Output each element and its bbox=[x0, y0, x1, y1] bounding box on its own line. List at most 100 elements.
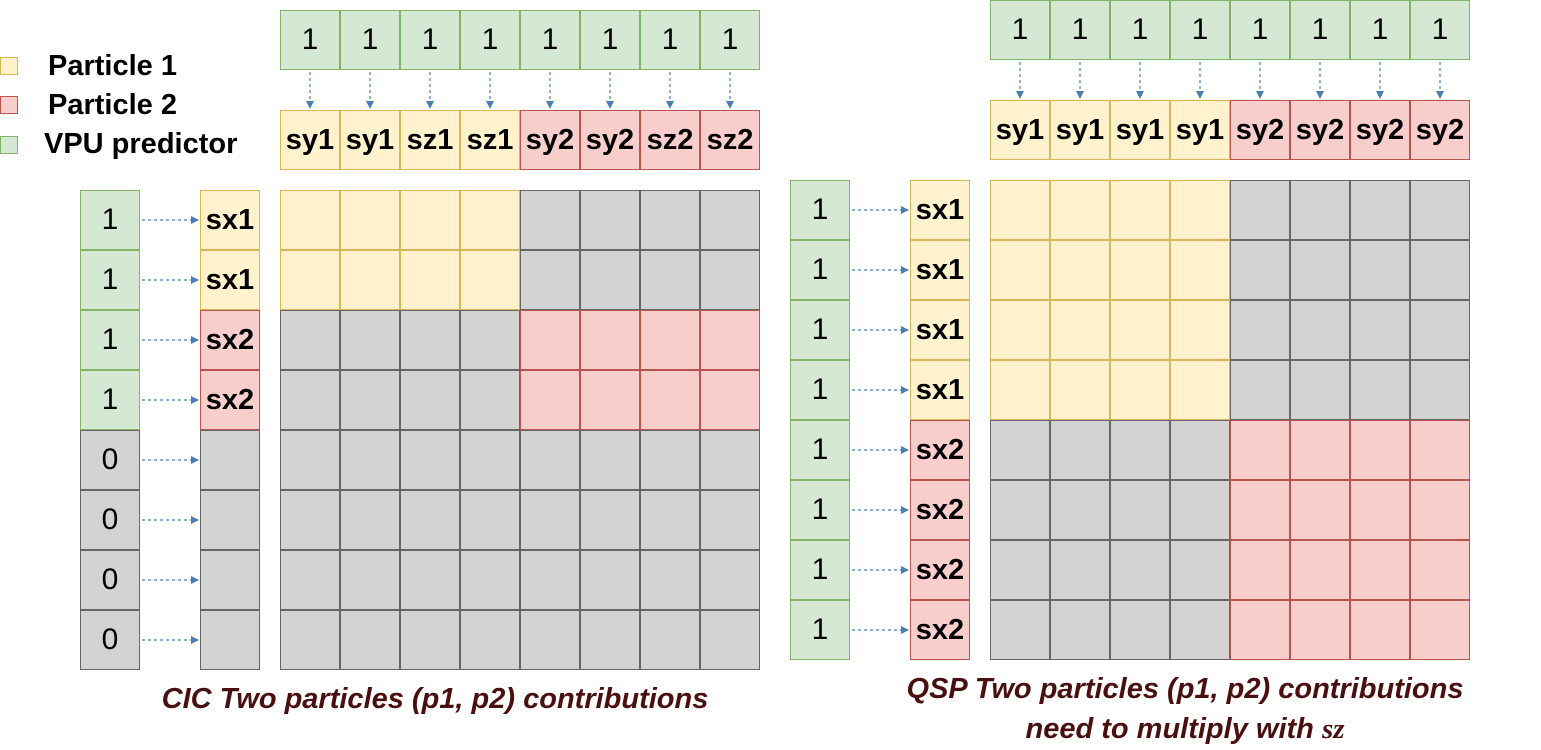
cic-left-label-cell bbox=[200, 550, 260, 610]
qsp-grid-cell bbox=[990, 180, 1050, 240]
cic-left-label-cell bbox=[200, 610, 260, 670]
cic-grid-cell bbox=[280, 190, 340, 250]
qsp-top-predictor-cell: 1 bbox=[1230, 0, 1290, 60]
cic-grid-cell bbox=[700, 250, 760, 310]
cic-grid-cell bbox=[520, 310, 580, 370]
qsp-top-label-cell: sy1 bbox=[990, 100, 1050, 160]
qsp-left-predictor-cell: 1 bbox=[790, 240, 850, 300]
cic-grid-cell bbox=[280, 250, 340, 310]
cic-grid-cell bbox=[520, 550, 580, 610]
qsp-grid-cell bbox=[990, 300, 1050, 360]
qsp-left-predictor-cell: 1 bbox=[790, 540, 850, 600]
cic-top-predictor-cell: 1 bbox=[520, 10, 580, 70]
qsp-grid-cell bbox=[1170, 300, 1230, 360]
qsp-grid-cell bbox=[1410, 600, 1470, 660]
cic-caption: CIC Two particles (p1, p2) contributions bbox=[161, 683, 709, 715]
qsp-grid-cell bbox=[1410, 420, 1470, 480]
qsp-grid-cell bbox=[1350, 540, 1410, 600]
qsp-left-predictor-cell: 1 bbox=[790, 180, 850, 240]
cic-grid-cell bbox=[460, 550, 520, 610]
cic-grid-cell bbox=[460, 490, 520, 550]
qsp-grid-cell bbox=[1410, 360, 1470, 420]
cic-grid-cell bbox=[460, 310, 520, 370]
cic-grid-cell bbox=[280, 550, 340, 610]
cic-top-label-cell: sz1 bbox=[400, 110, 460, 170]
qsp-left-label-cell: sx1 bbox=[910, 300, 970, 360]
cic-grid-cell bbox=[640, 190, 700, 250]
qsp-grid-cell bbox=[1050, 600, 1110, 660]
cic-grid-cell bbox=[400, 430, 460, 490]
qsp-grid-cell bbox=[1170, 240, 1230, 300]
qsp-grid-cell bbox=[1170, 180, 1230, 240]
qsp-top-label-cell: sy2 bbox=[1230, 100, 1290, 160]
legend-label-particle-2: Particle 2 bbox=[48, 89, 177, 121]
cic-top-label-cell: sy1 bbox=[280, 110, 340, 170]
cic-grid-cell bbox=[700, 610, 760, 670]
qsp-grid-cell bbox=[990, 240, 1050, 300]
cic-grid-cell bbox=[400, 310, 460, 370]
cic-grid-cell bbox=[400, 190, 460, 250]
cic-left-predictor-cell: 0 bbox=[80, 490, 140, 550]
cic-grid-cell bbox=[580, 250, 640, 310]
cic-grid-cell bbox=[400, 250, 460, 310]
cic-grid-cell bbox=[640, 490, 700, 550]
qsp-grid-cell bbox=[1050, 540, 1110, 600]
cic-grid-cell bbox=[460, 610, 520, 670]
qsp-left-label-cell: sx2 bbox=[910, 480, 970, 540]
cic-grid-cell bbox=[580, 430, 640, 490]
cic-top-predictor-cell: 1 bbox=[640, 10, 700, 70]
qsp-top-predictor-cell: 1 bbox=[1350, 0, 1410, 60]
qsp-left-predictor-cell: 1 bbox=[790, 480, 850, 540]
qsp-grid-cell bbox=[1110, 180, 1170, 240]
qsp-grid-cell bbox=[1050, 240, 1110, 300]
qsp-top-label-cell: sy1 bbox=[1170, 100, 1230, 160]
cic-grid-cell bbox=[640, 430, 700, 490]
cic-top-label-cell: sy1 bbox=[340, 110, 400, 170]
cic-left-predictor-cell: 1 bbox=[80, 190, 140, 250]
cic-grid-cell bbox=[340, 370, 400, 430]
cic-top-predictor-cell: 1 bbox=[460, 10, 520, 70]
qsp-caption-line2-text: need to multiply with bbox=[1025, 713, 1322, 745]
cic-grid-cell bbox=[460, 370, 520, 430]
qsp-top-label-cell: sy2 bbox=[1290, 100, 1350, 160]
cic-grid-cell bbox=[340, 250, 400, 310]
qsp-grid-cell bbox=[1230, 180, 1290, 240]
cic-grid-cell bbox=[400, 610, 460, 670]
qsp-grid-cell bbox=[1230, 480, 1290, 540]
cic-grid-cell bbox=[520, 250, 580, 310]
qsp-grid-cell bbox=[1110, 600, 1170, 660]
cic-grid-cell bbox=[280, 370, 340, 430]
qsp-left-predictor-cell: 1 bbox=[790, 360, 850, 420]
qsp-grid-cell bbox=[1290, 360, 1350, 420]
qsp-top-predictor-cell: 1 bbox=[990, 0, 1050, 60]
qsp-grid-cell bbox=[1290, 420, 1350, 480]
cic-grid-cell bbox=[520, 430, 580, 490]
cic-grid-cell bbox=[700, 190, 760, 250]
cic-grid-cell bbox=[520, 490, 580, 550]
qsp-grid-cell bbox=[1230, 360, 1290, 420]
cic-grid-cell bbox=[580, 310, 640, 370]
qsp-grid-cell bbox=[1170, 540, 1230, 600]
cic-left-label-cell: sx1 bbox=[200, 250, 260, 310]
qsp-grid-cell bbox=[1050, 480, 1110, 540]
cic-top-predictor-cell: 1 bbox=[700, 10, 760, 70]
qsp-grid-cell bbox=[990, 540, 1050, 600]
cic-grid-cell bbox=[280, 310, 340, 370]
qsp-grid-cell bbox=[1170, 420, 1230, 480]
qsp-left-label-cell: sx2 bbox=[910, 600, 970, 660]
qsp-grid-cell bbox=[1290, 300, 1350, 360]
qsp-top-label-cell: sy2 bbox=[1410, 100, 1470, 160]
cic-grid-cell bbox=[400, 370, 460, 430]
qsp-grid-cell bbox=[1290, 480, 1350, 540]
qsp-grid-cell bbox=[1230, 420, 1290, 480]
cic-grid-cell bbox=[700, 490, 760, 550]
cic-grid-cell bbox=[340, 190, 400, 250]
cic-grid-cell bbox=[700, 370, 760, 430]
cic-top-label-cell: sy2 bbox=[580, 110, 640, 170]
cic-left-predictor-cell: 1 bbox=[80, 370, 140, 430]
cic-grid-cell bbox=[580, 190, 640, 250]
cic-grid-cell bbox=[640, 310, 700, 370]
cic-grid-cell bbox=[340, 490, 400, 550]
cic-grid-cell bbox=[580, 610, 640, 670]
